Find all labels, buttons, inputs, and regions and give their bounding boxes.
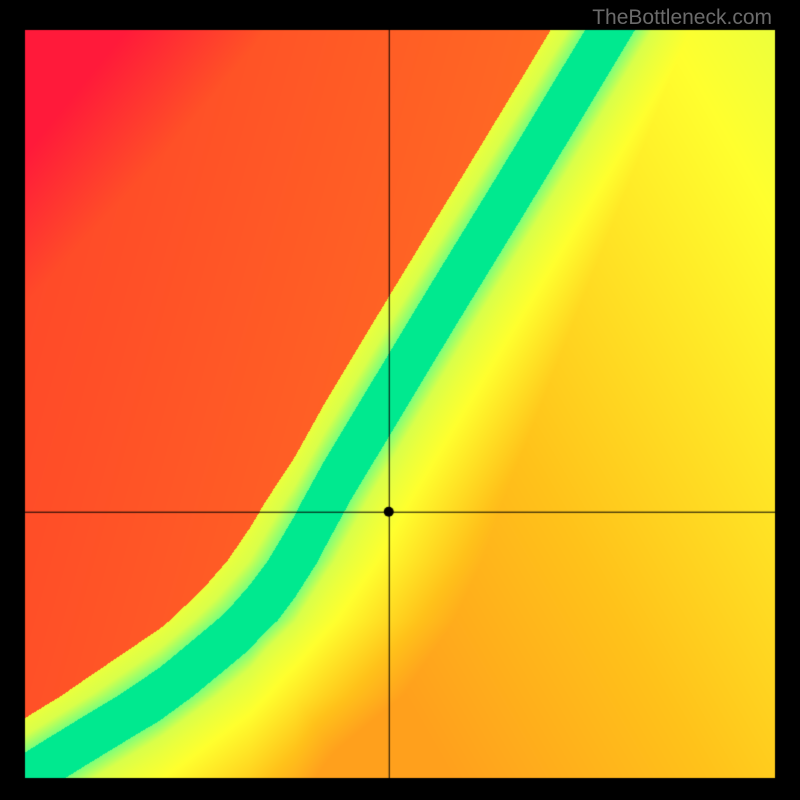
bottleneck-heatmap [0, 0, 800, 800]
watermark-text: TheBottleneck.com [592, 6, 772, 30]
chart-container: TheBottleneck.com [0, 0, 800, 800]
